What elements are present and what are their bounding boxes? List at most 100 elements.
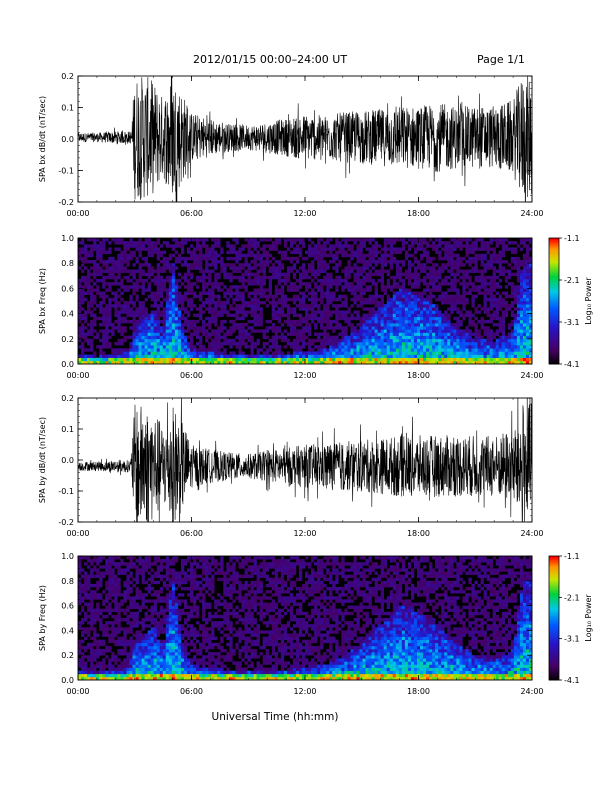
- heatmap-cell: [211, 238, 215, 242]
- heatmap-cell: [93, 335, 97, 340]
- heatmap-cell: [274, 357, 279, 362]
- heatmap-cell: [365, 247, 369, 251]
- heatmap-cell: [323, 332, 327, 336]
- heatmap-cell: [238, 275, 242, 280]
- heatmap-cell: [453, 348, 457, 352]
- heatmap-cell: [305, 357, 309, 362]
- heatmap-cell: [404, 253, 409, 258]
- heatmap-cell: [105, 260, 109, 264]
- heatmap-cell: [144, 310, 148, 314]
- heatmap-cell: [168, 360, 173, 365]
- heatmap-cell: [247, 319, 251, 324]
- heatmap-cell: [199, 263, 203, 267]
- heatmap-cell: [353, 250, 357, 255]
- heatmap-cell: [123, 335, 127, 340]
- heatmap-cell: [93, 307, 97, 311]
- heatmap-cell: [298, 319, 303, 324]
- heatmap-cell: [96, 304, 100, 308]
- heatmap-cell: [283, 241, 288, 245]
- heatmap-cell: [344, 253, 348, 258]
- heatmap-cell: [374, 244, 378, 248]
- heatmap-cell: [298, 278, 303, 283]
- heatmap-cell: [180, 301, 185, 305]
- heatmap-cell: [525, 341, 530, 346]
- heatmap-cell: [196, 256, 200, 261]
- heatmap-cell: [477, 360, 481, 365]
- heatmap-cell: [214, 263, 218, 267]
- heatmap-cell: [211, 260, 215, 264]
- heatmap-cell: [259, 319, 263, 324]
- heatmap-cell: [226, 310, 230, 314]
- heatmap-cell: [468, 351, 472, 355]
- heatmap-cell: [99, 310, 103, 314]
- heatmap-cell: [232, 291, 236, 295]
- x-tick-label: 06:00: [180, 209, 203, 218]
- heatmap-cell: [78, 326, 82, 330]
- heatmap-cell: [410, 285, 415, 289]
- heatmap-cell: [174, 291, 179, 295]
- heatmap-cell: [202, 256, 206, 261]
- heatmap-cell: [78, 661, 82, 665]
- heatmap-cell: [250, 291, 254, 295]
- heatmap-cell: [168, 323, 173, 327]
- heatmap-cell: [78, 621, 82, 625]
- heatmap-cell: [498, 297, 503, 302]
- heatmap-cell: [81, 247, 85, 251]
- colorbar-swatch: [549, 246, 559, 249]
- heatmap-cell: [407, 310, 412, 314]
- heatmap-cell: [126, 335, 130, 340]
- heatmap-cell: [356, 260, 360, 264]
- heatmap-cell: [78, 310, 82, 314]
- heatmap-cell: [298, 354, 303, 358]
- heatmap-cell: [105, 338, 109, 343]
- heatmap-cell: [292, 285, 297, 289]
- heatmap-cell: [338, 310, 342, 314]
- heatmap-cell: [117, 323, 121, 327]
- heatmap-cell: [126, 256, 130, 261]
- heatmap-cell: [386, 313, 391, 318]
- heatmap-cell: [516, 244, 521, 248]
- heatmap-cell: [480, 278, 484, 283]
- heatmap-cell: [489, 263, 493, 267]
- heatmap-cell: [432, 241, 436, 245]
- heatmap-cell: [117, 253, 121, 258]
- heatmap-cell: [413, 338, 418, 343]
- heatmap-cell: [102, 338, 106, 343]
- heatmap-cell: [132, 338, 136, 343]
- heatmap-cell: [510, 348, 515, 352]
- heatmap-cell: [193, 354, 197, 358]
- heatmap-cell: [217, 332, 221, 336]
- heatmap-cell: [135, 345, 139, 349]
- heatmap-cell: [519, 357, 524, 362]
- heatmap-cell: [480, 319, 484, 324]
- heatmap-cell: [135, 288, 139, 292]
- heatmap-cell: [150, 272, 154, 277]
- heatmap-cell: [301, 316, 306, 321]
- heatmap-cell: [220, 345, 224, 349]
- heatmap-cell: [495, 301, 500, 305]
- heatmap-cell: [262, 269, 266, 273]
- heatmap-cell: [244, 238, 248, 242]
- heatmap-cell: [317, 354, 321, 358]
- heatmap-cell: [177, 313, 182, 318]
- heatmap-cell: [326, 335, 330, 340]
- heatmap-cell: [362, 256, 366, 261]
- heatmap-cell: [168, 244, 173, 248]
- heatmap-cell: [150, 241, 154, 245]
- heatmap-cell: [283, 313, 288, 318]
- heatmap-cell: [383, 332, 388, 336]
- heatmap-cell: [298, 323, 303, 327]
- heatmap-cell: [253, 323, 257, 327]
- heatmap-cell: [132, 348, 136, 352]
- heatmap-cell: [214, 335, 218, 340]
- heatmap-cell: [386, 301, 391, 305]
- heatmap-cell: [256, 263, 260, 267]
- heatmap-cell: [193, 238, 197, 242]
- heatmap-cell: [126, 319, 130, 324]
- heatmap-cell: [444, 241, 448, 245]
- heatmap-cell: [214, 278, 218, 283]
- heatmap-cell: [84, 649, 88, 653]
- heatmap-cell: [347, 244, 351, 248]
- heatmap-cell: [123, 250, 127, 255]
- heatmap-cell: [495, 269, 500, 273]
